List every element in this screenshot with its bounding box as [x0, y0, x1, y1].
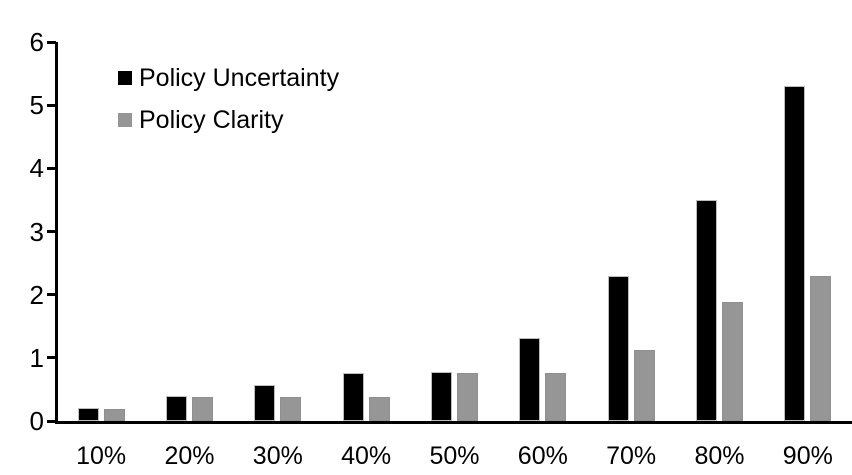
legend-swatch-gray-icon: [118, 113, 132, 127]
legend-item-policy-uncertainty: Policy Uncertainty: [118, 64, 339, 92]
x-label-60pct: 60%: [517, 442, 568, 470]
y-tick-label-5: 5: [29, 90, 44, 121]
x-label-30pct: 30%: [252, 442, 303, 470]
x-label-40pct: 40%: [341, 442, 392, 470]
y-tick-mark-4: [47, 166, 56, 170]
y-tick-mark-3: [47, 230, 56, 233]
bar-policy-uncertainty-30pct: [254, 384, 276, 421]
legend-item-policy-clarity: Policy Clarity: [118, 106, 339, 134]
legend-label: Policy Clarity: [139, 105, 284, 134]
y-tick-mark-5: [47, 103, 56, 107]
legend-swatch-black-icon: [118, 71, 132, 85]
bar-policy-uncertainty-60pct: [519, 337, 541, 421]
bar-policy-uncertainty-50pct: [431, 372, 452, 421]
y-tick-label-0: 0: [29, 406, 44, 436]
bar-policy-clarity-80pct: [722, 302, 743, 421]
x-label-80pct: 80%: [694, 442, 745, 470]
x-label-90pct: 90%: [782, 442, 833, 470]
bar-policy-clarity-60pct: [545, 372, 567, 421]
bar-policy-clarity-50pct: [457, 372, 478, 421]
y-axis-line: [55, 42, 58, 424]
bar-policy-clarity-10pct: [103, 408, 125, 421]
x-label-20pct: 20%: [164, 442, 215, 470]
bar-policy-uncertainty-90pct: [784, 86, 806, 421]
y-tick-label-6: 6: [29, 27, 44, 57]
y-tick-label-2: 2: [29, 279, 44, 310]
y-tick-label-4: 4: [29, 153, 44, 184]
bar-policy-uncertainty-80pct: [696, 199, 717, 421]
y-tick-mark-6: [47, 40, 56, 44]
y-tick-mark-2: [47, 293, 56, 297]
x-axis-line: [55, 421, 852, 424]
bar-policy-uncertainty-10pct: [77, 408, 99, 421]
legend-label: Policy Uncertainty: [139, 63, 340, 92]
bar-policy-uncertainty-20pct: [166, 395, 187, 421]
bar-policy-clarity-30pct: [280, 396, 302, 421]
bar-policy-uncertainty-70pct: [607, 275, 629, 421]
x-label-70pct: 70%: [606, 442, 657, 470]
y-tick-mark-1: [47, 356, 56, 360]
bar-policy-uncertainty-40pct: [342, 372, 364, 421]
legend: Policy Uncertainty Policy Clarity: [118, 64, 339, 148]
y-tick-mark-0: [47, 419, 56, 423]
y-tick-label-1: 1: [29, 342, 44, 373]
bar-policy-clarity-20pct: [192, 396, 213, 421]
bar-policy-clarity-90pct: [810, 275, 832, 421]
bar-policy-clarity-70pct: [633, 349, 655, 421]
x-label-10pct: 10%: [76, 442, 127, 470]
x-label-50pct: 50%: [429, 442, 480, 470]
y-tick-label-3: 3: [29, 216, 44, 247]
bar-policy-clarity-40pct: [368, 396, 390, 421]
